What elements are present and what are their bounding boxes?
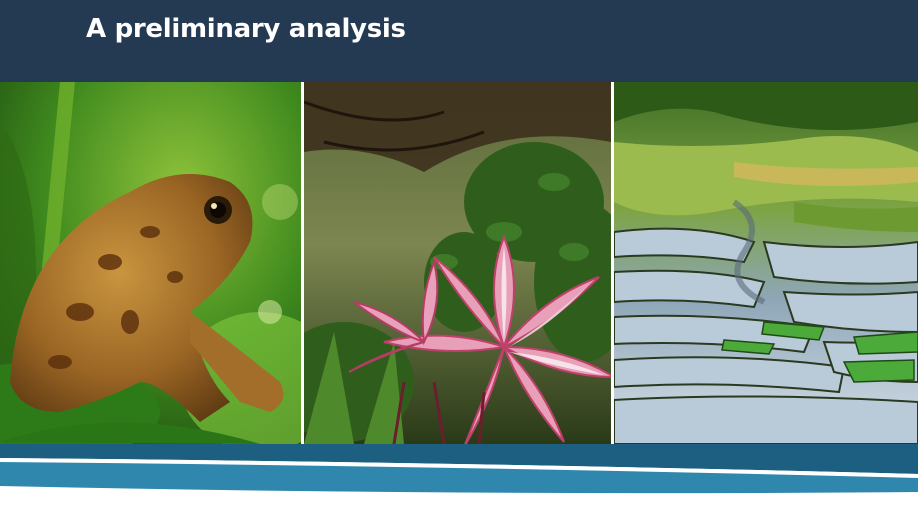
rice-terraces-photo (614, 82, 918, 444)
slide-title: A preliminary analysis (86, 14, 406, 44)
title-bar: A preliminary analysis (0, 0, 918, 82)
toad-photo (0, 82, 301, 444)
footer-wave-band (0, 444, 918, 517)
lily-flower-photo (304, 82, 611, 444)
photo-strip (0, 82, 918, 444)
